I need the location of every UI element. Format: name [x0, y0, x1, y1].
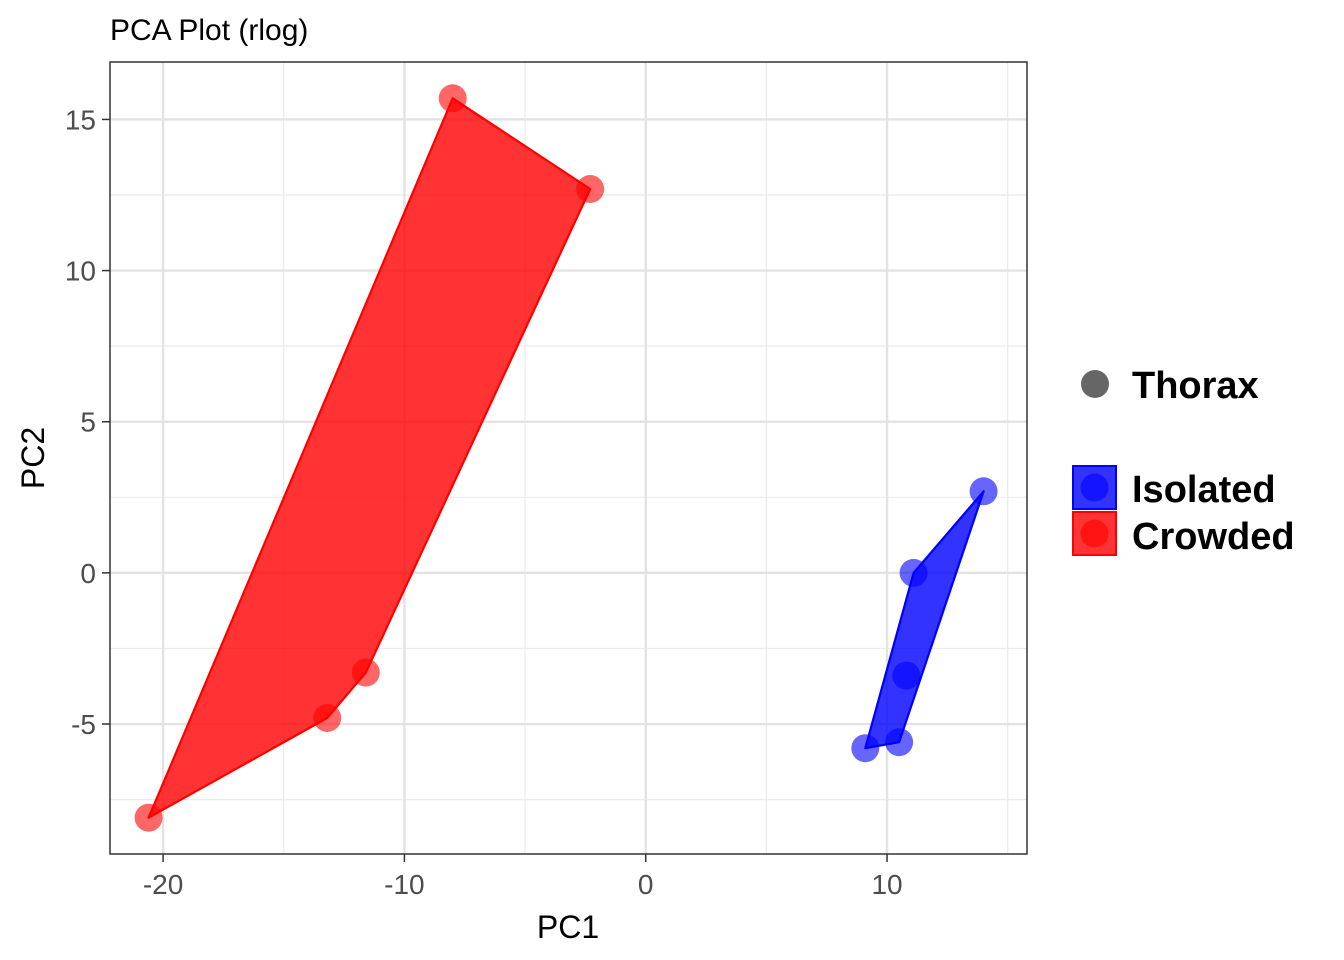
- point-crowded: [351, 658, 380, 687]
- point-crowded: [134, 803, 163, 832]
- legend-item-isolated: Isolated: [1072, 465, 1276, 511]
- chart-title: PCA Plot (rlog): [110, 14, 308, 47]
- y-tick-label: -5: [71, 709, 96, 740]
- y-tick-label: 15: [65, 104, 96, 135]
- minor-gridlines: [110, 62, 1027, 854]
- y-axis: -5 0 5 10 15: [65, 104, 110, 740]
- legend-label-isolated: Isolated: [1132, 469, 1276, 511]
- y-tick-label: 5: [80, 407, 96, 438]
- color-legend: Isolated Crowded: [1072, 465, 1295, 558]
- point-isolated: [851, 734, 880, 763]
- legend: Thorax Isolated Crowded: [1072, 365, 1295, 558]
- x-tick-label: 0: [638, 869, 654, 900]
- group-hulls: [147, 97, 985, 819]
- point-isolated: [899, 558, 928, 587]
- shape-legend: Thorax: [1081, 365, 1259, 407]
- legend-key-isolated-dot: [1080, 473, 1109, 502]
- plot-area: [109, 61, 1028, 855]
- legend-key-crowded-dot: [1080, 519, 1109, 548]
- x-tick-label: -10: [384, 869, 424, 900]
- legend-key-crowded: [1072, 511, 1117, 556]
- x-axis: -20 -10 0 10: [143, 854, 903, 900]
- hull-crowded: [147, 97, 592, 819]
- y-tick-label: 10: [65, 256, 96, 287]
- point-isolated: [885, 728, 914, 757]
- y-tick-label: 0: [80, 558, 96, 589]
- shape-legend-key-icon: [1081, 370, 1109, 398]
- point-isolated: [892, 661, 921, 690]
- point-crowded: [576, 175, 605, 203]
- legend-label-crowded: Crowded: [1132, 516, 1295, 558]
- data-points: [134, 84, 998, 832]
- x-axis-title: PC1: [537, 909, 599, 945]
- shape-legend-label: Thorax: [1132, 365, 1259, 407]
- x-tick-label: -20: [143, 869, 183, 900]
- x-tick-label: 10: [871, 869, 902, 900]
- plot-border: [109, 61, 1028, 855]
- point-crowded: [313, 704, 342, 732]
- point-isolated: [969, 477, 998, 506]
- legend-item-crowded: Crowded: [1072, 511, 1295, 558]
- point-crowded: [438, 84, 467, 113]
- y-axis-title: PC2: [15, 427, 51, 489]
